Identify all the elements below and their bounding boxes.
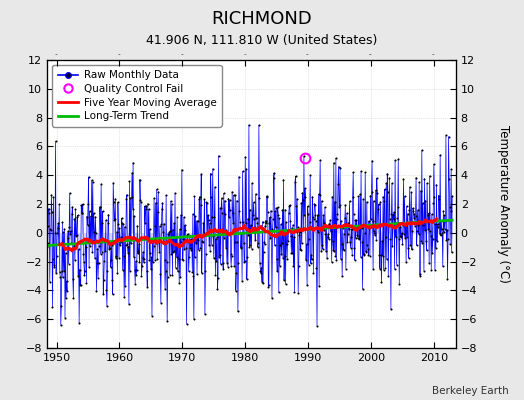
Text: Berkeley Earth: Berkeley Earth: [432, 386, 508, 396]
Text: 41.906 N, 111.810 W (United States): 41.906 N, 111.810 W (United States): [146, 34, 378, 47]
Legend: Raw Monthly Data, Quality Control Fail, Five Year Moving Average, Long-Term Tren: Raw Monthly Data, Quality Control Fail, …: [52, 65, 222, 126]
Y-axis label: Temperature Anomaly (°C): Temperature Anomaly (°C): [497, 125, 510, 283]
Text: RICHMOND: RICHMOND: [212, 10, 312, 28]
